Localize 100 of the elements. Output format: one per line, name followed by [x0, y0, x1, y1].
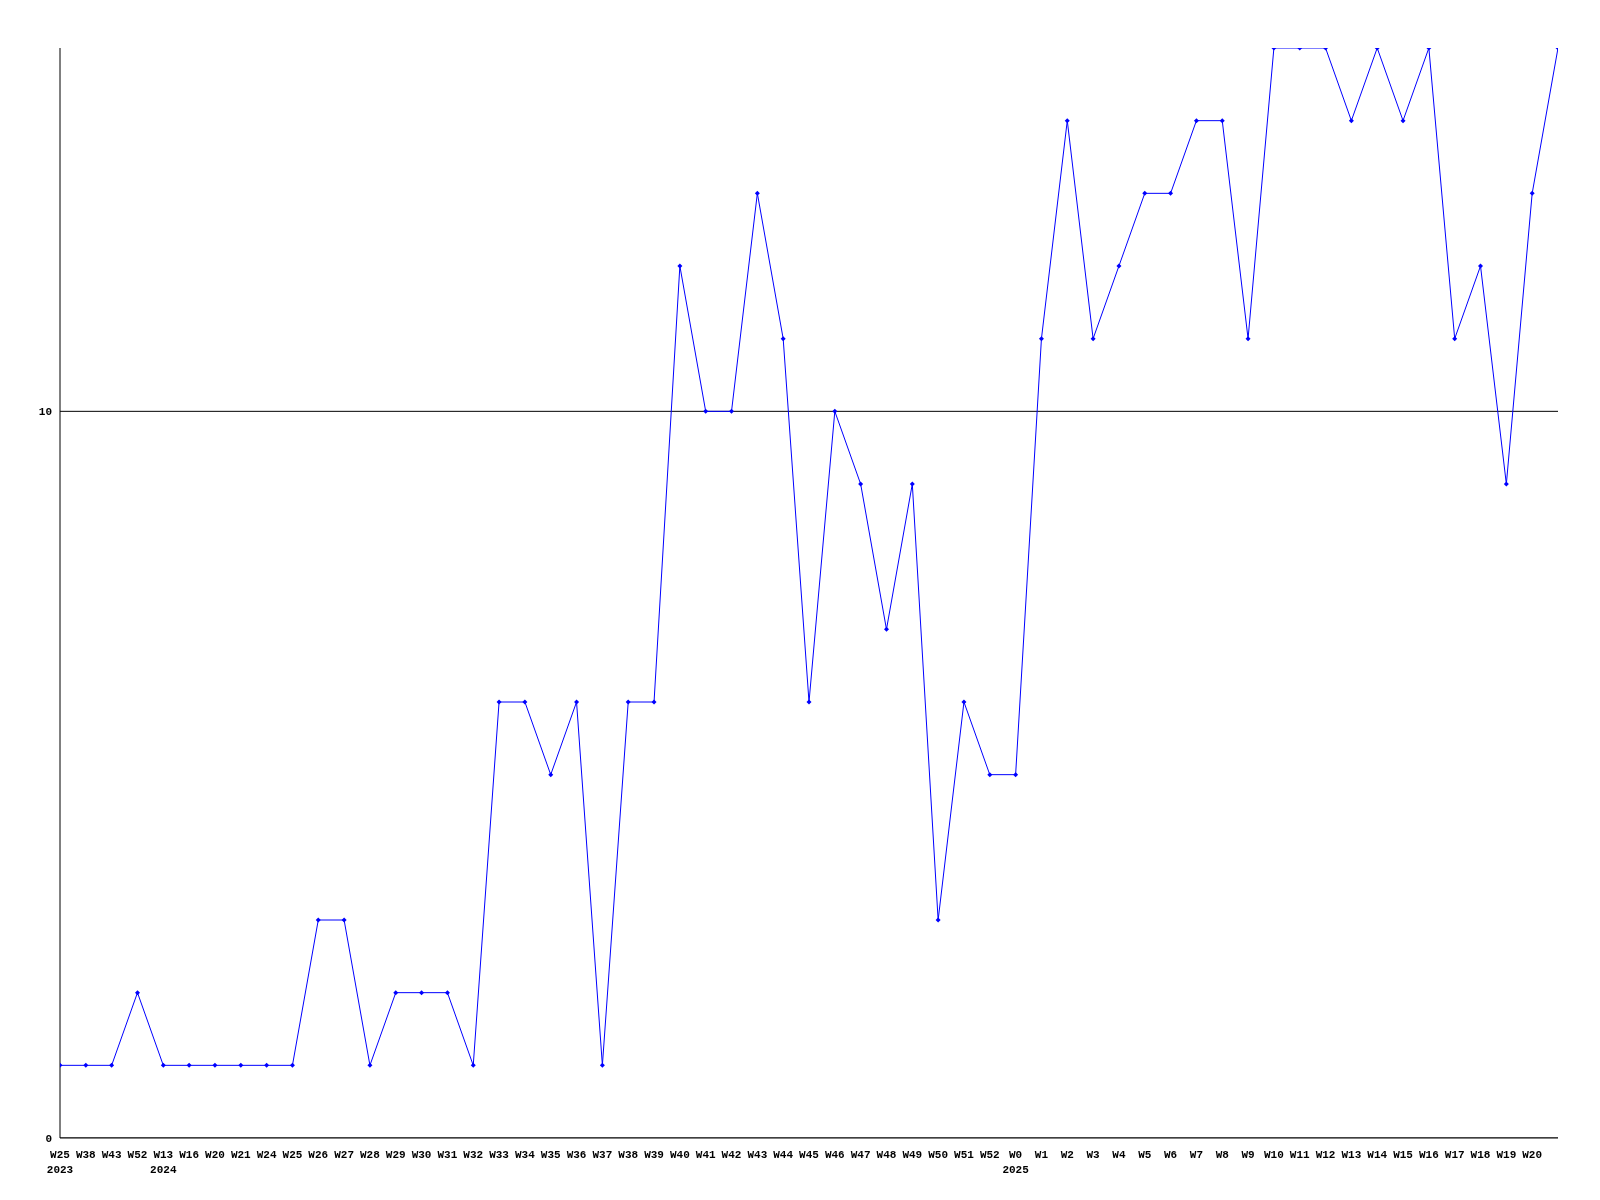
- point: [393, 990, 399, 996]
- x-tick-label: W40: [669, 1149, 690, 1161]
- point: [574, 699, 580, 705]
- x-tick-label: W11: [1289, 1149, 1311, 1161]
- x-tick-label: W19: [1496, 1149, 1517, 1161]
- x-tick-label: W13: [1341, 1149, 1362, 1161]
- x-tick-label: W35: [540, 1149, 562, 1161]
- point: [419, 990, 425, 996]
- point: [470, 1062, 476, 1068]
- point: [858, 481, 864, 487]
- x-tick-label: W28: [360, 1149, 381, 1161]
- point: [1529, 190, 1535, 196]
- x-tick-label: W42: [721, 1149, 742, 1161]
- x-tick-label: W7: [1189, 1149, 1204, 1161]
- point: [548, 772, 554, 778]
- x-tick-label: W43: [747, 1149, 768, 1161]
- x-tick-label: W41: [695, 1149, 716, 1161]
- point: [1142, 190, 1148, 196]
- x-tick-label: W9: [1241, 1149, 1255, 1161]
- x-tick-label: W38: [75, 1149, 97, 1161]
- x-tick-label: W25: [282, 1149, 303, 1161]
- point: [264, 1062, 270, 1068]
- x-tick-label: W43: [101, 1149, 122, 1161]
- point: [109, 1062, 115, 1068]
- point: [883, 626, 889, 632]
- point: [780, 336, 786, 342]
- point: [341, 917, 347, 923]
- x-tick-label: W13 2024: [150, 1149, 177, 1176]
- x-tick-label: W0 2025: [1002, 1149, 1030, 1176]
- point: [935, 917, 941, 923]
- x-tick-label: W29: [385, 1149, 406, 1161]
- x-tick-label: W10: [1263, 1149, 1284, 1161]
- point: [1452, 336, 1458, 342]
- x-tick-label: W45: [799, 1149, 820, 1161]
- point: [522, 699, 528, 705]
- point: [1064, 118, 1070, 124]
- point: [754, 190, 760, 196]
- x-tick-label: W47: [850, 1149, 871, 1161]
- x-tick-label: W4: [1112, 1149, 1126, 1161]
- x-tick-label: W25 2023: [46, 1149, 74, 1176]
- x-tick-label: W44: [773, 1149, 794, 1161]
- x-tick-label: W50: [928, 1149, 949, 1161]
- point: [134, 990, 140, 996]
- x-tick-label: W16: [179, 1149, 200, 1161]
- x-tick-label: W12: [1315, 1149, 1336, 1161]
- x-tick-label: W34: [514, 1149, 536, 1161]
- point: [212, 1062, 218, 1068]
- point: [832, 408, 838, 414]
- x-tick-label: W27: [334, 1149, 355, 1161]
- point: [651, 699, 657, 705]
- x-tick-label: W52: [979, 1149, 1000, 1161]
- point: [1219, 118, 1225, 124]
- y-tick-label: 0: [45, 1132, 52, 1145]
- x-tick-label: W31: [437, 1149, 458, 1161]
- point: [238, 1062, 244, 1068]
- x-tick-label: W33: [489, 1149, 510, 1161]
- point: [289, 1062, 295, 1068]
- y-tick-label: 10: [38, 406, 52, 419]
- point: [1090, 336, 1096, 342]
- x-tick-label: W36: [566, 1149, 587, 1161]
- x-tick-label: W20: [1522, 1149, 1543, 1161]
- x-tick-label: W1: [1034, 1149, 1049, 1161]
- point: [367, 1062, 373, 1068]
- line-series: [60, 48, 1558, 1068]
- point: [729, 408, 735, 414]
- point: [909, 481, 915, 487]
- point: [961, 699, 967, 705]
- point: [1478, 263, 1484, 269]
- point: [806, 699, 812, 705]
- point: [703, 408, 709, 414]
- point: [186, 1062, 192, 1068]
- x-tick-label: W14: [1367, 1149, 1388, 1161]
- x-tick-label: W5: [1138, 1149, 1152, 1161]
- point: [1116, 263, 1122, 269]
- x-tick-label: W37: [592, 1149, 613, 1161]
- point: [1503, 481, 1509, 487]
- x-tick-label: W18: [1470, 1149, 1491, 1161]
- x-tick-label: W32: [463, 1149, 484, 1161]
- point: [987, 772, 993, 778]
- x-tick-label: W2: [1060, 1149, 1074, 1161]
- x-tick-label: W39: [644, 1149, 664, 1161]
- point: [160, 1062, 166, 1068]
- x-tick-label: W48: [876, 1149, 897, 1161]
- x-tick-label: W15: [1393, 1149, 1414, 1161]
- point: [1245, 336, 1251, 342]
- point: [1013, 772, 1019, 778]
- x-tick-label: W51: [954, 1149, 975, 1161]
- x-tick-label: W17: [1444, 1149, 1465, 1161]
- x-tick-label: W38: [618, 1149, 639, 1161]
- x-tick-label: W8: [1215, 1149, 1230, 1161]
- point: [83, 1062, 89, 1068]
- point: [496, 699, 502, 705]
- x-tick-label: W26: [308, 1149, 329, 1161]
- point: [599, 1062, 605, 1068]
- x-tick-label: W52: [127, 1149, 148, 1161]
- x-tick-label: W46: [824, 1149, 845, 1161]
- x-tick-label: W21: [230, 1149, 252, 1161]
- point: [677, 263, 683, 269]
- x-tick-label: W3: [1086, 1149, 1101, 1161]
- x-tick-label: W16: [1418, 1149, 1439, 1161]
